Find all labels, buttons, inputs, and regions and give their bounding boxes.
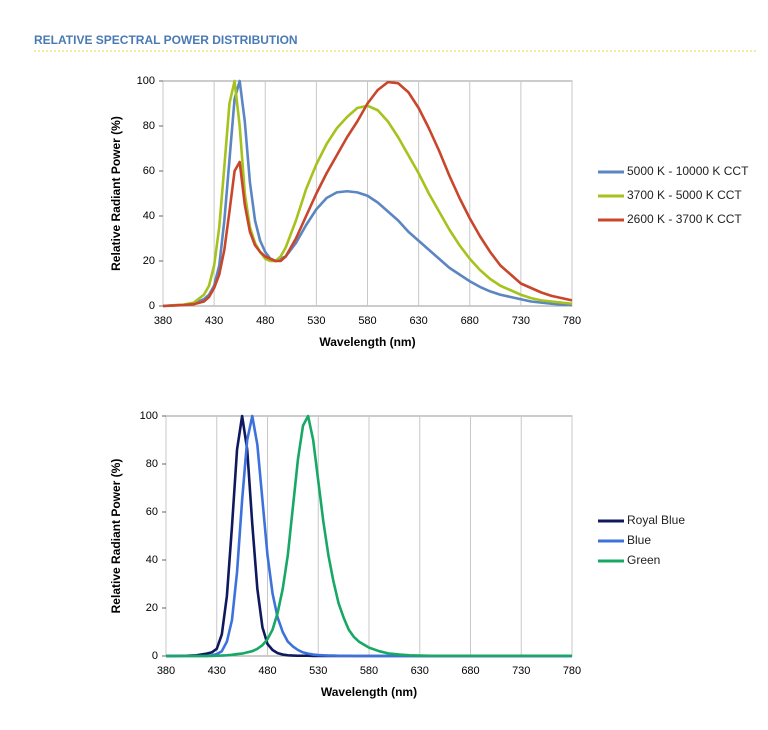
x-tick-label: 480 bbox=[258, 665, 276, 677]
x-tick-label: 480 bbox=[256, 315, 274, 327]
x-tick-label: 530 bbox=[309, 665, 327, 677]
x-tick-label: 380 bbox=[157, 665, 175, 677]
x-tick-label: 680 bbox=[461, 665, 479, 677]
x-tick-label: 380 bbox=[154, 315, 172, 327]
series-line bbox=[162, 79, 573, 308]
legend-label: Green bbox=[627, 553, 660, 567]
legend-label: Royal Blue bbox=[627, 513, 685, 527]
x-tick-label: 580 bbox=[360, 665, 378, 677]
legend-label: 5000 K - 10000 K CCT bbox=[627, 164, 749, 178]
x-tick-label: 680 bbox=[461, 315, 479, 327]
legend-label: 3700 K - 5000 K CCT bbox=[627, 188, 742, 202]
series-line bbox=[162, 80, 573, 308]
x-tick-label: 730 bbox=[512, 665, 530, 677]
y-axis-label: Relative Radiant Power (%) bbox=[109, 459, 123, 614]
x-tick-label: 730 bbox=[512, 315, 530, 327]
y-tick-label: 40 bbox=[143, 210, 155, 222]
legend-label: Blue bbox=[627, 533, 651, 547]
section-title: RELATIVE SPECTRAL POWER DISTRIBUTION bbox=[34, 33, 298, 47]
x-tick-label: 630 bbox=[409, 315, 427, 327]
x-tick-label: 580 bbox=[358, 315, 376, 327]
x-tick-label: 780 bbox=[563, 665, 581, 677]
y-tick-label: 20 bbox=[146, 602, 158, 614]
x-axis-label: Wavelength (nm) bbox=[321, 685, 417, 699]
y-tick-label: 100 bbox=[137, 75, 155, 87]
y-tick-label: 100 bbox=[140, 410, 158, 422]
series-line bbox=[166, 414, 572, 658]
x-tick-label: 630 bbox=[411, 665, 429, 677]
legend-label: 2600 K - 3700 K CCT bbox=[627, 212, 742, 226]
y-tick-label: 0 bbox=[149, 300, 155, 312]
x-axis-label: Wavelength (nm) bbox=[319, 335, 415, 349]
x-tick-label: 530 bbox=[307, 315, 325, 327]
y-tick-label: 20 bbox=[143, 255, 155, 267]
y-tick-label: 0 bbox=[152, 650, 158, 662]
x-tick-label: 430 bbox=[205, 315, 223, 327]
y-tick-label: 80 bbox=[143, 120, 155, 132]
x-tick-label: 780 bbox=[563, 315, 581, 327]
y-tick-label: 80 bbox=[146, 458, 158, 470]
y-axis-label: Relative Radiant Power (%) bbox=[109, 116, 123, 271]
y-tick-label: 40 bbox=[146, 554, 158, 566]
y-tick-label: 60 bbox=[143, 165, 155, 177]
y-tick-label: 60 bbox=[146, 506, 158, 518]
series-line bbox=[162, 79, 573, 308]
x-tick-label: 430 bbox=[208, 665, 226, 677]
